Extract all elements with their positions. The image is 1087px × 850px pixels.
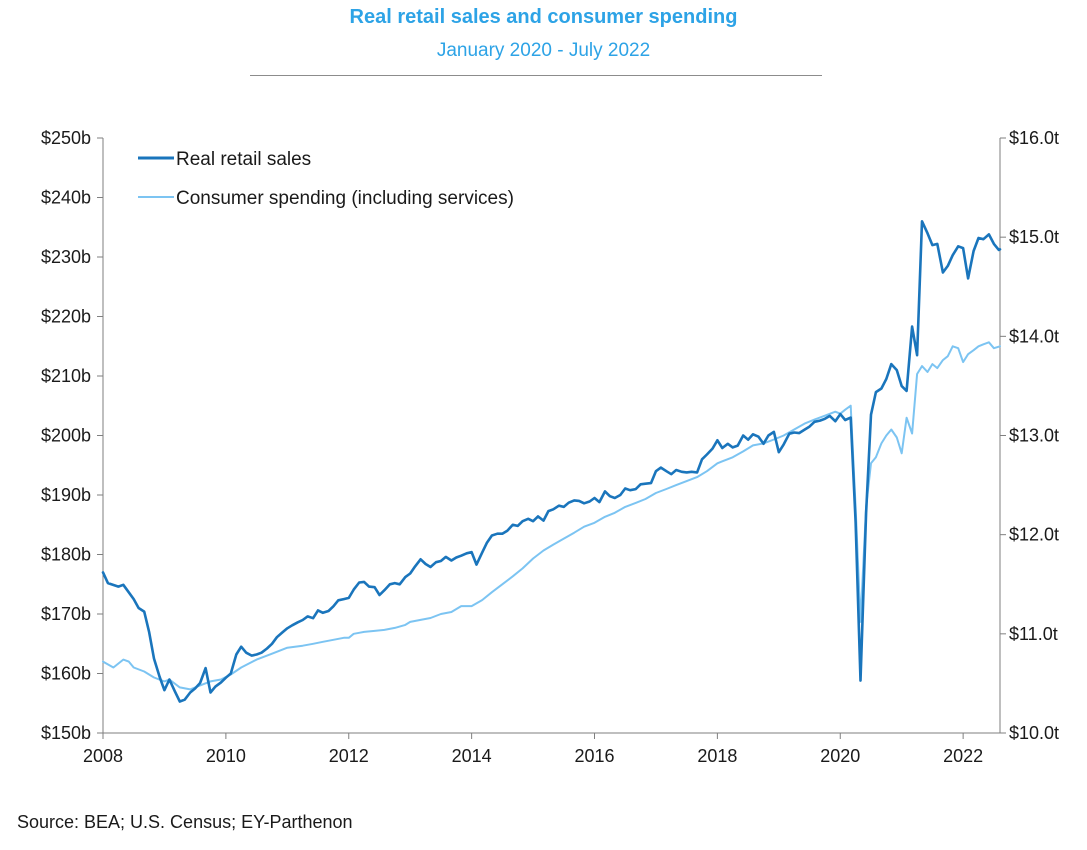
right-y-tick-label: $13.0t xyxy=(1009,426,1059,446)
chart-title: Real retail sales and consumer spending xyxy=(349,6,738,28)
series-line-consumer-spending xyxy=(102,341,1001,691)
series-line-retail-sales xyxy=(101,220,1002,703)
chart-axes: $150b $160b $170b $180b $190b $200b $210b $220b… xyxy=(41,128,1059,766)
left-y-tick-label: $190b xyxy=(41,485,91,505)
x-tick-label: 2020 xyxy=(820,746,860,766)
left-y-tick-label: $160b xyxy=(41,664,91,684)
x-tick-label: 2008 xyxy=(83,746,123,766)
left-y-tick-label: $200b xyxy=(41,426,91,446)
x-tick-label: 2012 xyxy=(329,746,369,766)
right-y-tick-label: $12.0t xyxy=(1009,525,1059,545)
x-tick-label: 2014 xyxy=(452,746,492,766)
right-y-tick-label: $14.0t xyxy=(1009,326,1059,346)
left-y-tick-label: $240b xyxy=(41,188,91,208)
chart-subtitle: January 2020 - July 2022 xyxy=(436,40,651,61)
legend-label-consumer-spending: Consumer spending (including services) xyxy=(176,188,514,209)
left-y-tick-label: $250b xyxy=(41,128,91,148)
x-tick-label: 2018 xyxy=(697,746,737,766)
right-y-tick-label: $11.0t xyxy=(1009,624,1058,644)
chart-legend: Real retail sales Consumer spending (inc… xyxy=(138,149,514,209)
right-y-tick-label: $10.0t xyxy=(1009,723,1059,743)
left-y-tick-label: $150b xyxy=(41,723,91,743)
right-y-tick-label: $15.0t xyxy=(1009,227,1059,247)
left-y-tick-label: $170b xyxy=(41,604,91,624)
x-tick-label: 2010 xyxy=(206,746,246,766)
left-y-tick-label: $230b xyxy=(41,247,91,267)
left-y-tick-label: $180b xyxy=(41,545,91,565)
title-divider xyxy=(250,75,822,76)
x-tick-label: 2022 xyxy=(943,746,983,766)
left-y-tick-label: $210b xyxy=(41,366,91,386)
series-layer xyxy=(101,220,1002,703)
source-note: Source: BEA; U.S. Census; EY-Parthenon xyxy=(17,812,353,832)
legend-label-retail-sales: Real retail sales xyxy=(176,149,311,170)
left-y-tick-label: $220b xyxy=(41,307,91,327)
right-y-tick-label: $16.0t xyxy=(1009,128,1059,148)
x-tick-label: 2016 xyxy=(574,746,614,766)
